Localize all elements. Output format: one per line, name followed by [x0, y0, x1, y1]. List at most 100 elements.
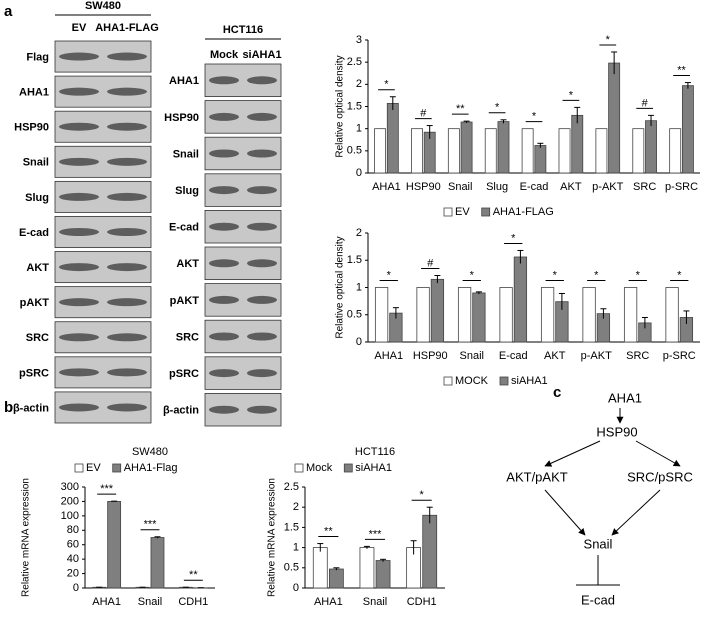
row-label: E-cad — [19, 227, 49, 239]
band — [59, 192, 99, 201]
lane-label: EV — [72, 22, 87, 34]
x-tick-label: p-AKT — [592, 181, 623, 193]
band — [107, 122, 147, 131]
y-tick-label: 1 — [356, 281, 362, 293]
x-tick-label: E-cad — [520, 181, 549, 193]
y-tick-label: 2.5 — [284, 481, 299, 493]
node: HSP90 — [596, 424, 637, 439]
y-axis-label: Relative optical density — [335, 236, 346, 338]
legend-swatch — [112, 463, 122, 473]
bar — [513, 256, 528, 343]
row-label: SRC — [176, 331, 199, 343]
y-tick-label: 3 — [356, 34, 362, 46]
significance-mark: * — [594, 269, 599, 281]
x-tick-label: AHA1 — [92, 596, 121, 608]
band — [209, 259, 239, 268]
band — [59, 87, 99, 96]
row-label: Slug — [175, 185, 199, 197]
node: Snail — [584, 536, 613, 551]
band — [247, 222, 277, 231]
chart-title: SW480 — [132, 446, 168, 458]
x-tick-label: AKT — [544, 350, 566, 362]
y-tick-label: 1 — [356, 123, 362, 135]
node: AKT/pAKT — [506, 469, 567, 484]
y-tick-label: 60 — [67, 539, 79, 551]
bar — [534, 145, 547, 174]
bar — [457, 287, 472, 343]
significance-mark: * — [677, 269, 682, 281]
significance-mark: * — [420, 489, 425, 501]
legend-label: AHA1-Flag — [124, 462, 178, 474]
panel-label: c — [553, 384, 561, 401]
band — [107, 87, 147, 96]
y-tick-label: 0 — [356, 167, 362, 179]
band — [247, 76, 277, 85]
row-label: β-actin — [13, 402, 49, 414]
significance-mark: ** — [456, 103, 465, 115]
legend-label: AHA1-FLAG — [493, 206, 554, 218]
chart-title: HCT116 — [355, 446, 395, 458]
significance-mark: ** — [677, 64, 686, 76]
legend-label: EV — [455, 206, 470, 218]
band — [247, 186, 277, 195]
x-tick-label: AHA1 — [374, 350, 403, 362]
band — [107, 263, 147, 272]
bar — [499, 287, 513, 343]
band — [107, 403, 147, 412]
legend-swatch — [443, 376, 453, 386]
band — [107, 368, 147, 377]
x-tick-label: AKT — [560, 181, 582, 193]
y-tick-label: 0 — [293, 582, 299, 594]
panel-label: a — [4, 3, 13, 20]
band — [59, 333, 99, 342]
y-tick-label: 2 — [356, 78, 362, 90]
lane-label: siAHA1 — [242, 49, 281, 61]
band — [59, 157, 99, 166]
row-label: E-cad — [169, 222, 199, 234]
band — [209, 149, 239, 158]
bar — [484, 128, 497, 174]
x-tick-label: Slug — [486, 181, 508, 193]
bar — [595, 128, 608, 174]
lane-label: Mock — [210, 49, 239, 61]
band — [209, 369, 239, 378]
row-label: HSP90 — [14, 122, 49, 134]
significance-mark: * — [384, 79, 389, 91]
significance-mark: ** — [324, 525, 333, 537]
row-label: AKT — [176, 258, 199, 270]
significance-mark: * — [569, 89, 574, 101]
row-label: Slug — [25, 192, 49, 204]
y-tick-label: 0.5 — [284, 562, 299, 574]
bar — [416, 287, 430, 343]
y-tick-label: 1 — [293, 542, 299, 554]
y-tick-label: 1.5 — [347, 254, 362, 266]
lane-label: AHA1-FLAG — [95, 22, 159, 34]
legend-swatch — [294, 463, 304, 473]
row-label: pSRC — [19, 367, 49, 379]
band — [247, 332, 277, 341]
band — [247, 112, 277, 121]
row-label: pSRC — [169, 368, 199, 380]
x-tick-label: p-AKT — [581, 350, 612, 362]
bar — [460, 121, 473, 174]
bar — [422, 514, 438, 589]
significance-mark: * — [553, 269, 558, 281]
bar — [571, 114, 584, 174]
significance-mark: * — [532, 111, 537, 123]
arrow — [544, 489, 586, 536]
row-label: Snail — [173, 148, 199, 160]
band — [107, 157, 147, 166]
y-tick-label: 80 — [67, 524, 79, 536]
significance-mark: # — [427, 257, 434, 269]
bar — [665, 287, 679, 343]
legend-swatch — [443, 207, 453, 217]
significance-mark: # — [420, 107, 427, 119]
legend-label: siAHA1 — [511, 375, 548, 387]
bar — [375, 560, 391, 589]
x-tick-label: SRC — [633, 181, 656, 193]
band — [247, 149, 277, 158]
x-tick-label: p-SRC — [665, 181, 698, 193]
y-tick-label: 0.5 — [347, 145, 362, 157]
bar — [681, 85, 694, 174]
